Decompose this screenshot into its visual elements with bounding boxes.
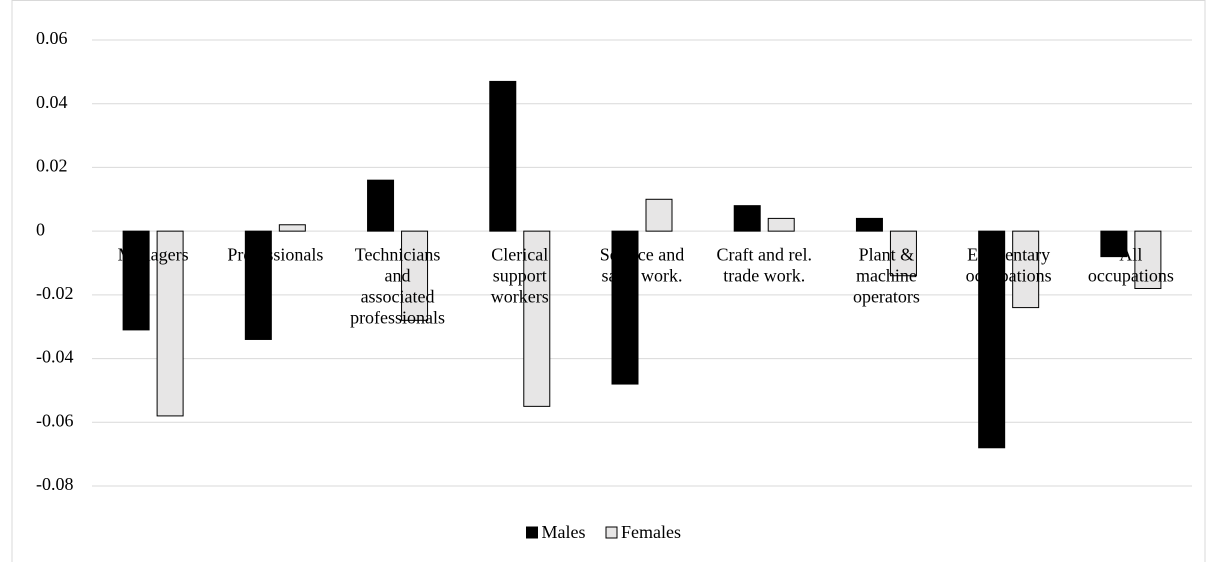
x-tick-label: Craft and rel. [716, 244, 811, 264]
bar [1100, 230, 1128, 258]
bar [489, 80, 517, 232]
legend-label: Males [542, 522, 586, 542]
x-tick-label: Technicians [355, 244, 441, 264]
bar [156, 230, 184, 417]
bar [523, 230, 551, 407]
legend-label: Females [621, 522, 681, 542]
x-tick-label: machine [856, 265, 917, 285]
x-tick-label: trade work. [723, 265, 805, 285]
legend-swatch [605, 526, 618, 539]
y-tick-label: -0.06 [36, 410, 74, 430]
bar [401, 230, 429, 321]
x-tick-label: support [493, 265, 547, 285]
y-tick-label: -0.08 [36, 474, 74, 494]
bar [855, 217, 883, 232]
bar [733, 205, 761, 232]
x-tick-label: operators [853, 286, 920, 306]
bar [767, 217, 795, 232]
bar [611, 230, 639, 385]
x-tick-label: professionals [350, 307, 445, 327]
x-tick-label: Managers [118, 244, 189, 264]
bar [978, 230, 1006, 449]
bar [1134, 230, 1162, 289]
x-tick-label: associated [361, 286, 435, 306]
x-tick-label: occupations [966, 265, 1052, 285]
x-tick-label: Service and [600, 244, 684, 264]
bar [889, 230, 917, 277]
legend-swatch [526, 526, 538, 539]
bar [122, 230, 150, 331]
x-tick-label: workers [491, 286, 549, 306]
x-tick-label: occupations [1088, 265, 1174, 285]
chart-frame [11, 0, 1206, 562]
bar [278, 224, 306, 232]
x-tick-label: and [385, 265, 411, 285]
y-tick-label: -0.02 [36, 283, 74, 303]
x-tick-label: sales work. [602, 265, 683, 285]
y-tick-label: 0.06 [36, 28, 68, 48]
x-tick-label: All [1119, 244, 1142, 264]
bar [1012, 230, 1040, 309]
y-tick-label: 0.02 [36, 156, 68, 176]
bar [244, 230, 272, 340]
bar [367, 179, 395, 232]
y-tick-label: -0.04 [36, 347, 74, 367]
x-tick-label: Plant & [859, 244, 915, 264]
x-tick-label: Professionals [227, 244, 323, 264]
y-tick-label: 0.04 [36, 92, 68, 112]
y-tick-label: 0 [36, 219, 45, 239]
x-tick-label: Elementary [967, 244, 1050, 264]
x-tick-label: Clerical [491, 244, 548, 264]
bar [645, 198, 673, 232]
